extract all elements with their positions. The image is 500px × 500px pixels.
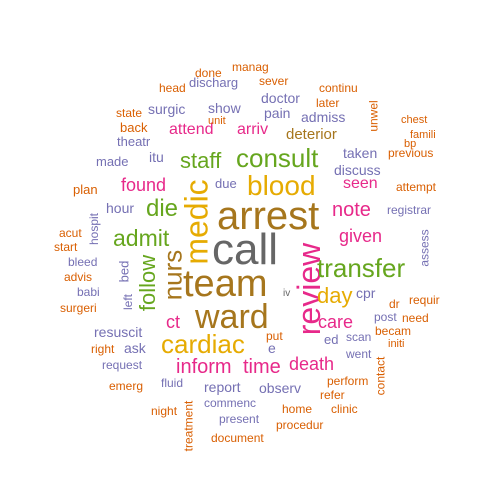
word-emerg: emerg — [109, 379, 144, 393]
word-bed: bed — [116, 260, 132, 283]
word-observ: observ — [259, 380, 302, 396]
word-went: went — [346, 347, 372, 361]
word-right: right — [91, 342, 115, 356]
word-die: die — [146, 195, 179, 222]
word-taken: taken — [343, 145, 378, 161]
word-cpr: cpr — [356, 285, 376, 301]
word-doctor: doctor — [261, 90, 300, 106]
word-present: present — [219, 412, 260, 426]
word-report: report — [204, 379, 241, 395]
word-admiss: admiss — [301, 109, 346, 125]
word-continu: continu — [319, 81, 358, 95]
word-team: team — [183, 263, 268, 305]
word-document: document — [211, 431, 264, 445]
word-care: care — [318, 312, 354, 332]
word-chest: chest — [401, 114, 428, 126]
word-made: made — [96, 154, 129, 169]
word-fluid: fluid — [161, 376, 184, 390]
word-due: due — [215, 176, 237, 191]
word-iv: iv — [283, 288, 291, 299]
word-famili: famili — [410, 129, 436, 141]
word-hour: hour — [106, 200, 135, 216]
word-seen: seen — [343, 175, 378, 192]
word-arriv: arriv — [237, 121, 269, 138]
word-transfer: transfer — [317, 253, 406, 283]
word-clinic: clinic — [331, 402, 358, 416]
word-bp: bp — [404, 138, 417, 150]
word-refer: refer — [320, 388, 345, 402]
word-blood: blood — [247, 170, 316, 201]
word-day: day — [317, 283, 353, 308]
word-back: back — [120, 120, 148, 135]
word-call: call — [212, 225, 279, 274]
word-death: death — [289, 354, 335, 374]
word-head: head — [159, 81, 186, 95]
word-ward: ward — [195, 298, 269, 336]
word-home: home — [282, 402, 313, 416]
word-initi: initi — [388, 338, 405, 350]
word-ask: ask — [124, 340, 146, 356]
word-need: need — [402, 311, 429, 325]
word-state: state — [116, 106, 143, 120]
word-assess: assess — [417, 229, 432, 267]
word-attend: attend — [169, 121, 214, 138]
word-given: given — [339, 226, 383, 246]
word-treatment: treatment — [181, 400, 196, 452]
word-unwel: unwel — [366, 100, 381, 132]
word-bleed: bleed — [68, 255, 98, 269]
word-becam: becam — [375, 324, 412, 338]
word-done: done — [195, 66, 222, 80]
word-nurs: nurs — [157, 249, 188, 301]
word-advis: advis — [64, 270, 93, 284]
word-manag: manag — [232, 60, 269, 74]
word-time: time — [243, 356, 281, 378]
word-resuscit: resuscit — [94, 324, 143, 340]
word-hospit: hospit — [87, 212, 102, 246]
word-pain: pain — [264, 105, 291, 121]
word-requir: requir — [409, 293, 440, 307]
word-discuss: discuss — [334, 162, 381, 178]
word-put: put — [266, 329, 283, 343]
word-discharg: discharg — [189, 75, 239, 90]
word-theatr: theatr — [117, 134, 151, 149]
word-post: post — [374, 310, 397, 324]
word-ed: ed — [324, 332, 339, 347]
word-itu: itu — [149, 149, 164, 165]
word-note: note — [332, 199, 371, 221]
word-admit: admit — [113, 225, 170, 251]
word-babi: babi — [77, 285, 100, 299]
word-surgic: surgic — [148, 101, 186, 117]
word-scan: scan — [346, 330, 372, 344]
word-sever: sever — [259, 74, 289, 88]
word-arrest: arrest — [217, 194, 320, 238]
word-procedur: procedur — [276, 418, 324, 432]
word-show: show — [208, 100, 241, 116]
word-e: e — [268, 340, 276, 356]
word-contact: contact — [373, 356, 388, 396]
word-plan: plan — [73, 182, 98, 197]
word-acut: acut — [59, 226, 82, 240]
word-unit: unit — [208, 115, 226, 127]
word-registrar: registrar — [387, 203, 432, 217]
word-dr: dr — [389, 297, 400, 311]
word-request: request — [102, 358, 143, 372]
word-surgeri: surgeri — [60, 301, 97, 315]
word-perform: perform — [327, 374, 369, 388]
word-cardiac: cardiac — [161, 329, 245, 359]
word-left: left — [121, 293, 136, 311]
word-staff: staff — [180, 148, 222, 173]
word-commenc: commenc — [204, 396, 257, 410]
word-ct: ct — [166, 312, 181, 332]
word-consult: consult — [236, 143, 319, 173]
word-attempt: attempt — [396, 180, 437, 194]
word-start: start — [54, 240, 78, 254]
word-previous: previous — [388, 146, 434, 160]
word-inform: inform — [176, 356, 232, 378]
word-night: night — [151, 404, 178, 418]
word-found: found — [121, 175, 167, 195]
word-later: later — [316, 96, 340, 110]
word-deterior: deterior — [286, 126, 337, 143]
word-follow: follow — [135, 254, 161, 312]
